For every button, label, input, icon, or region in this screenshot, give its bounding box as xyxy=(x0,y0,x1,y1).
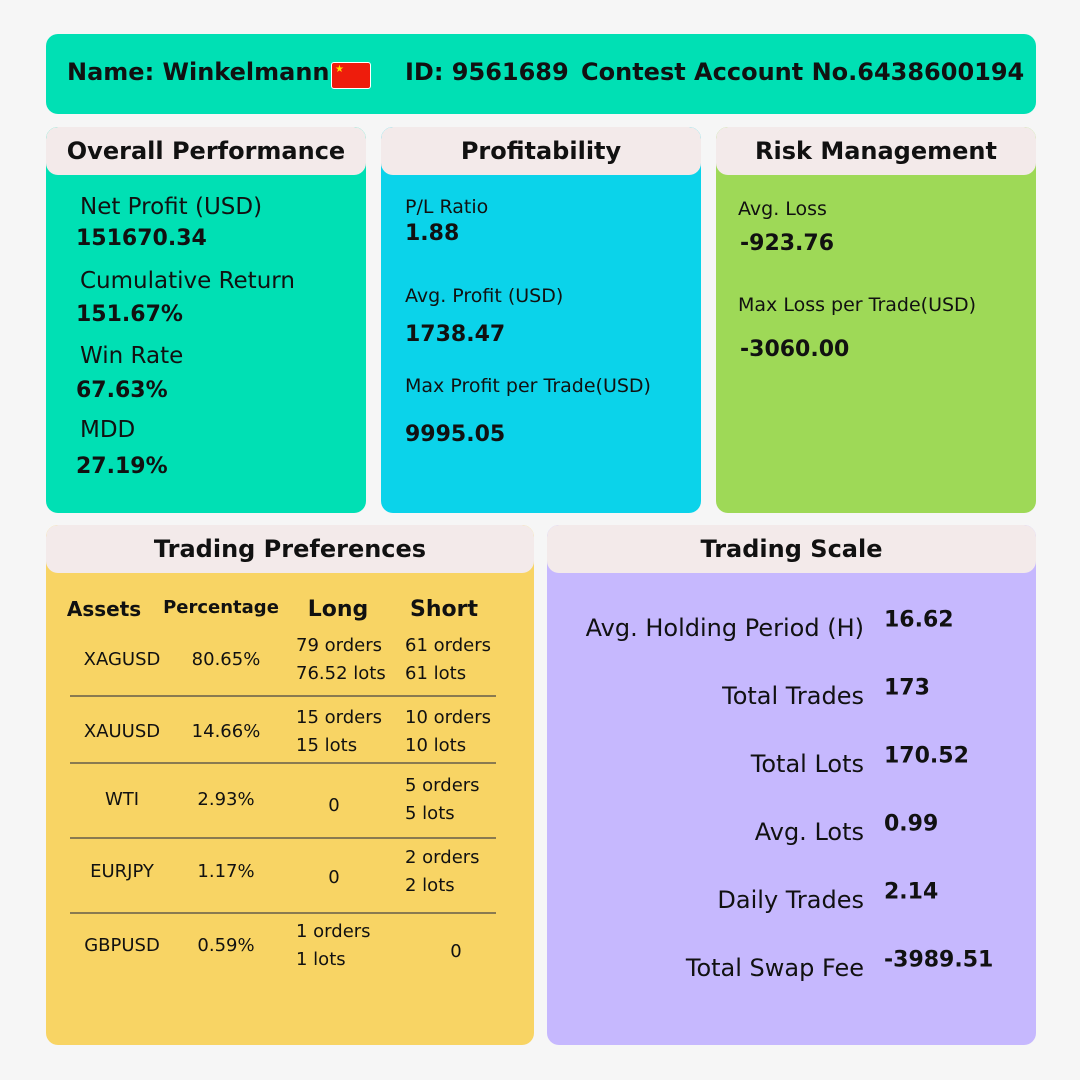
asset-cell: WTI xyxy=(104,789,140,810)
short-cell: 0 xyxy=(450,941,462,962)
card-title: Overall Performance xyxy=(46,127,366,175)
overall-performance-card: Overall Performance Net Profit (USD) 151… xyxy=(46,127,366,513)
metric-value: -3060.00 xyxy=(740,337,850,362)
row-divider xyxy=(70,837,496,839)
scale-label: Total Swap Fee xyxy=(685,954,864,982)
row-divider xyxy=(70,762,496,764)
asset-cell: XAGUSD xyxy=(83,649,161,670)
metric-value: 151670.34 xyxy=(76,226,207,251)
metric-label: Avg. Profit (USD) xyxy=(405,285,564,307)
long-lots: 76.52 lots xyxy=(296,663,386,684)
column-header: Short xyxy=(410,597,478,622)
metric-label: Net Profit (USD) xyxy=(80,194,263,220)
percentage-cell: 1.17% xyxy=(197,861,255,882)
column-header: Assets xyxy=(66,597,142,621)
long-cell: 0 xyxy=(328,867,340,888)
short-lots: 10 lots xyxy=(405,735,467,756)
header-bar: Name: Winkelmann ★ ID: 9561689 Contest A… xyxy=(46,34,1036,114)
scale-label: Avg. Holding Period (H) xyxy=(585,614,864,642)
row-divider xyxy=(70,912,496,914)
scale-value: 0.99 xyxy=(884,811,939,837)
column-header: Percentage xyxy=(163,597,279,618)
metric-label: Max Loss per Trade(USD) xyxy=(738,294,977,316)
percentage-cell: 2.93% xyxy=(197,789,255,810)
card-title: Trading Preferences xyxy=(46,525,534,573)
metric-value: 27.19% xyxy=(76,454,168,479)
short-lots: 61 lots xyxy=(405,663,467,684)
column-header: Long xyxy=(307,597,369,622)
long-lots: 15 lots xyxy=(296,735,358,756)
trading-preferences-card: Trading Preferences Assets Percentage Lo… xyxy=(46,525,534,1045)
card-title: Trading Scale xyxy=(547,525,1036,573)
scale-label: Total Trades xyxy=(722,682,864,710)
card-title: Risk Management xyxy=(716,127,1036,175)
scale-label: Daily Trades xyxy=(717,886,864,914)
trader-id: ID: 9561689 xyxy=(405,58,569,86)
scale-value: 173 xyxy=(884,675,930,701)
metric-label: Win Rate xyxy=(80,343,184,369)
long-orders: 15 orders xyxy=(296,707,383,728)
metric-label: Max Profit per Trade(USD) xyxy=(405,375,651,397)
metric-label: Cumulative Return xyxy=(80,268,295,294)
metric-label: P/L Ratio xyxy=(405,196,489,218)
percentage-cell: 80.65% xyxy=(191,649,261,670)
row-divider xyxy=(70,695,496,697)
short-orders: 10 orders xyxy=(405,707,492,728)
contest-account: Contest Account No.6438600194 xyxy=(581,58,1025,86)
long-orders: 1 orders xyxy=(296,921,371,942)
china-flag-icon: ★ xyxy=(331,62,371,89)
scale-label: Total Lots xyxy=(750,750,864,778)
profitability-card: Profitability P/L Ratio 1.88 Avg. Profit… xyxy=(381,127,701,513)
short-lots: 5 lots xyxy=(405,803,455,824)
risk-management-card: Risk Management Avg. Loss -923.76 Max Lo… xyxy=(716,127,1036,513)
scale-value: 2.14 xyxy=(884,879,939,905)
long-orders: 79 orders xyxy=(296,635,383,656)
metric-label: MDD xyxy=(80,417,136,443)
percentage-cell: 14.66% xyxy=(191,721,261,742)
metric-value: 1738.47 xyxy=(405,322,506,347)
metric-value: 1.88 xyxy=(405,221,460,246)
scale-value: 170.52 xyxy=(884,743,969,769)
trader-name: Name: Winkelmann xyxy=(67,58,330,86)
metric-label: Avg. Loss xyxy=(738,198,827,220)
short-orders: 5 orders xyxy=(405,775,480,796)
short-lots: 2 lots xyxy=(405,875,455,896)
asset-cell: GBPUSD xyxy=(84,935,160,956)
asset-cell: EURJPY xyxy=(90,861,154,882)
percentage-cell: 0.59% xyxy=(197,935,255,956)
long-lots: 1 lots xyxy=(296,949,346,970)
short-orders: 2 orders xyxy=(405,847,480,868)
short-orders: 61 orders xyxy=(405,635,492,656)
metric-value: 9995.05 xyxy=(405,422,506,447)
scale-value: -3989.51 xyxy=(884,947,994,973)
asset-cell: XAUUSD xyxy=(83,721,161,742)
scale-value: 16.62 xyxy=(884,607,954,633)
metric-value: 151.67% xyxy=(76,302,183,327)
long-cell: 0 xyxy=(328,795,340,816)
metric-value: -923.76 xyxy=(740,231,835,256)
scale-label: Avg. Lots xyxy=(754,818,864,846)
card-title: Profitability xyxy=(381,127,701,175)
metric-value: 67.63% xyxy=(76,378,168,403)
trading-scale-card: Trading Scale Avg. Holding Period (H) 16.… xyxy=(547,525,1036,1045)
